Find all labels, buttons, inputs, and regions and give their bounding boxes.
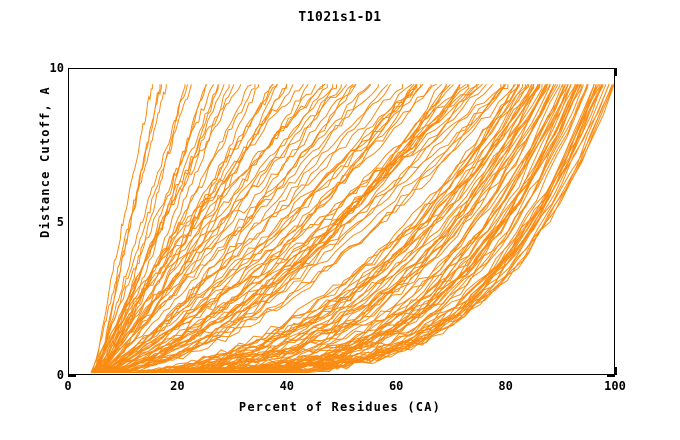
- curve-line: [99, 84, 478, 373]
- page-title: T1021s1-D1: [298, 10, 382, 25]
- curve-line: [100, 83, 483, 374]
- curve-line: [100, 84, 241, 373]
- curve-line: [96, 84, 418, 373]
- plot-area: [68, 68, 615, 375]
- curve-line: [99, 83, 389, 373]
- curve-line: [95, 84, 532, 374]
- curve-line: [91, 84, 162, 373]
- curve-line: [103, 84, 614, 374]
- x-tick-label: 20: [170, 379, 185, 393]
- curve-line: [92, 84, 273, 373]
- x-tick-label: 40: [279, 379, 295, 393]
- curve-line: [103, 84, 526, 374]
- y-axis-label: Distance Cutoff, A: [38, 86, 52, 238]
- curve-line: [97, 84, 347, 373]
- x-tick-label: 100: [604, 379, 626, 393]
- curve-line: [98, 84, 461, 374]
- curve-line: [100, 84, 505, 374]
- curve-line: [94, 83, 326, 373]
- curve-line: [100, 84, 614, 374]
- curve-line: [92, 84, 357, 373]
- curve-line: [97, 84, 188, 373]
- curve-line: [98, 83, 437, 374]
- curve-line: [90, 84, 304, 373]
- curve-line: [98, 84, 507, 374]
- tick-mark: [615, 367, 617, 375]
- curve-line: [97, 84, 524, 374]
- curve-line: [99, 84, 432, 374]
- curve-line: [103, 83, 357, 373]
- curve-line: [102, 84, 323, 373]
- curve-line: [92, 84, 215, 373]
- curve-series-layer: [90, 83, 614, 374]
- curve-line: [98, 84, 502, 374]
- tick-mark: [607, 375, 615, 377]
- x-tick-label: 60: [388, 379, 404, 393]
- curve-line: [95, 84, 256, 373]
- curve-line: [93, 84, 535, 374]
- y-tick-label: 0: [56, 368, 64, 382]
- curve-line: [95, 84, 392, 373]
- curve-line: [91, 83, 487, 374]
- curve-line: [99, 84, 167, 373]
- curve-line: [100, 84, 541, 374]
- tick-mark: [615, 68, 617, 76]
- curve-line: [97, 84, 494, 374]
- curve-line: [99, 84, 403, 373]
- curve-line: [100, 84, 469, 374]
- y-tick-label: 5: [56, 214, 64, 229]
- curve-line: [103, 84, 613, 374]
- curve-line: [91, 84, 418, 374]
- x-axis-label: Percent of Residues (CA): [238, 400, 442, 414]
- curve-line: [96, 83, 371, 373]
- x-tick-label: 0: [64, 379, 72, 393]
- curve-line: [93, 84, 541, 374]
- curve-line: [100, 84, 328, 373]
- curve-line: [91, 83, 478, 374]
- curve-line: [101, 83, 415, 374]
- curve-line: [103, 84, 470, 374]
- curve-line: [93, 83, 480, 374]
- curve-line: [91, 84, 277, 373]
- curve-line: [91, 84, 371, 374]
- tick-mark: [68, 375, 76, 377]
- curve-line: [104, 83, 517, 374]
- x-tick-label: 80: [498, 379, 513, 393]
- curve-line: [100, 84, 509, 374]
- curve-line: [91, 83, 354, 373]
- curve-line: [94, 84, 153, 373]
- y-tick-label: 10: [49, 61, 64, 75]
